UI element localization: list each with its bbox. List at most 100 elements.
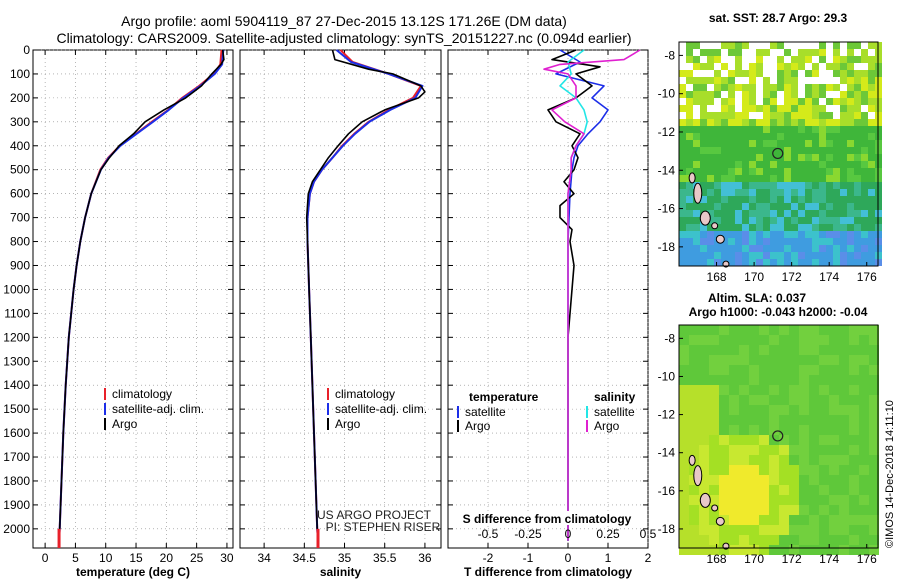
sla-pixel — [859, 465, 869, 475]
legend-label: climatology — [112, 387, 172, 401]
sst-pixel — [840, 245, 847, 252]
sla-pixel — [869, 385, 879, 395]
sst-pixel — [735, 259, 742, 266]
sst-pixel — [791, 119, 798, 126]
s-tick-label: -0.5 — [478, 527, 499, 541]
sst-pixel — [763, 84, 770, 91]
sst-pixel — [812, 105, 819, 112]
sst-pixel — [812, 224, 819, 231]
sst-pixel — [868, 91, 875, 98]
sst-pixel — [735, 252, 742, 259]
sst-pixel — [707, 182, 714, 189]
sla-pixel — [719, 325, 729, 335]
sla-pixel — [709, 485, 719, 495]
sla-pixel — [769, 525, 779, 535]
sst-pixel — [861, 77, 868, 84]
depth-tick-label: 700 — [10, 211, 30, 225]
sla-pixel — [849, 455, 859, 465]
sst-pixel — [714, 175, 721, 182]
t-argo-diff-line — [547, 49, 601, 541]
sst-pixel — [777, 175, 784, 182]
sst-pixel — [854, 70, 861, 77]
sst-pixel — [728, 259, 735, 266]
sst-pixel — [812, 70, 819, 77]
sla-pixel — [829, 525, 839, 535]
sst-pixel — [833, 42, 840, 49]
sst-pixel — [763, 245, 770, 252]
sst-pixel — [714, 245, 721, 252]
sla-pixel — [719, 365, 729, 375]
sla-pixel — [729, 395, 739, 405]
sst-pixel — [721, 203, 728, 210]
sst-pixel — [826, 168, 833, 175]
sst-pixel — [784, 126, 791, 133]
sla-pixel — [679, 485, 689, 495]
sst-pixel — [784, 252, 791, 259]
sst-pixel — [700, 84, 707, 91]
sst-pixel — [812, 203, 819, 210]
sla-pixel — [809, 345, 819, 355]
sst-pixel — [819, 147, 826, 154]
sst-pixel — [819, 252, 826, 259]
sla-pixel — [819, 415, 829, 425]
sla-pixel — [779, 445, 789, 455]
sst-pixel — [784, 147, 791, 154]
sla-pixel — [809, 425, 819, 435]
sla-pixel — [679, 495, 689, 505]
sla-pixel — [799, 515, 809, 525]
sst-pixel — [679, 238, 686, 245]
sst-pixel — [700, 231, 707, 238]
sst-pixel — [700, 245, 707, 252]
sla-pixel — [779, 435, 789, 445]
sla-pixel — [719, 535, 729, 545]
sst-pixel — [847, 126, 854, 133]
sst-pixel — [700, 105, 707, 112]
sla-pixel — [809, 515, 819, 525]
sla-pixel — [699, 385, 709, 395]
sla-pixel — [849, 535, 859, 545]
sst-pixel — [805, 182, 812, 189]
sst-pixel — [819, 154, 826, 161]
sla-pixel — [809, 545, 819, 555]
sst-pixel — [721, 217, 728, 224]
sst-pixel — [763, 49, 770, 56]
sst-pixel — [707, 119, 714, 126]
sst-pixel — [742, 161, 749, 168]
sla-pixel — [799, 465, 809, 475]
sla-pixel — [689, 395, 699, 405]
sst-pixel — [854, 252, 861, 259]
sla-pixel — [819, 385, 829, 395]
sla-pixel — [809, 405, 819, 415]
sla-pixel — [859, 505, 869, 515]
sla-pixel — [769, 485, 779, 495]
temperature-profile-panel: 0 5 10 15 20 25 30 temperature (deg C) 0 100 200 30… — [3, 43, 234, 579]
sst-pixel — [728, 210, 735, 217]
sst-pixel — [826, 126, 833, 133]
sst-pixel — [735, 189, 742, 196]
sst-pixel — [686, 77, 693, 84]
sst-pixel — [756, 231, 763, 238]
sst-pixel — [721, 238, 728, 245]
sla-pixel — [739, 355, 749, 365]
sla-pixel — [739, 395, 749, 405]
sla-pixel — [789, 405, 799, 415]
sst-pixel — [861, 238, 868, 245]
sst-pixel — [679, 259, 686, 266]
sst-pixel — [686, 217, 693, 224]
sst-pixel — [840, 238, 847, 245]
sst-pixel — [707, 231, 714, 238]
sla-pixel — [819, 505, 829, 515]
sla-pixel — [829, 415, 839, 425]
sst-pixel — [770, 189, 777, 196]
sla-pixel — [829, 505, 839, 515]
sst-pixel — [735, 196, 742, 203]
sst-pixel — [847, 217, 854, 224]
sst-pixel — [805, 56, 812, 63]
sst-pixel — [770, 133, 777, 140]
sla-pixel — [719, 465, 729, 475]
sst-pixel — [861, 217, 868, 224]
sst-pixel — [770, 42, 777, 49]
sst-pixel — [707, 63, 714, 70]
sst-pixel — [756, 224, 763, 231]
sst-pixel — [833, 224, 840, 231]
